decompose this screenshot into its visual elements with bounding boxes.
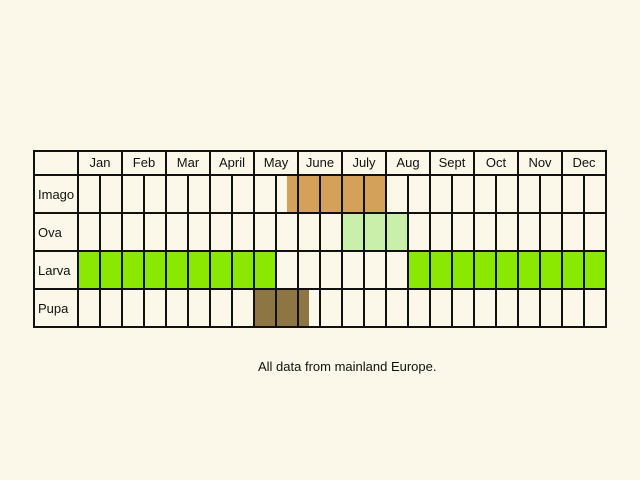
- month-label: Feb: [133, 155, 155, 170]
- month-label: Sept: [439, 155, 466, 170]
- month-label: June: [306, 155, 334, 170]
- footnote: All data from mainland Europe.: [258, 359, 437, 374]
- row-label-larva: Larva: [38, 263, 71, 278]
- month-label: Oct: [486, 155, 507, 170]
- month-label: Aug: [396, 155, 419, 170]
- table-grid: [33, 150, 607, 328]
- activity-ova-0: [342, 213, 408, 251]
- row-label-pupa: Pupa: [38, 301, 69, 316]
- activity-pupa-0: [254, 289, 309, 327]
- month-label: April: [219, 155, 245, 170]
- row-label-imago: Imago: [38, 187, 74, 202]
- activity-larva-0: [78, 251, 276, 289]
- month-label: Jan: [90, 155, 111, 170]
- row-label-ova: Ova: [38, 225, 63, 240]
- activity-larva-1: [408, 251, 606, 289]
- table-labels: Jan Feb Mar April May June July Aug Sept Oct Nov De…: [38, 155, 596, 316]
- activity-imago-0: [287, 175, 386, 213]
- month-label: Nov: [528, 155, 552, 170]
- month-label: May: [264, 155, 289, 170]
- month-label: Dec: [572, 155, 596, 170]
- month-label: July: [352, 155, 376, 170]
- month-label: Mar: [177, 155, 200, 170]
